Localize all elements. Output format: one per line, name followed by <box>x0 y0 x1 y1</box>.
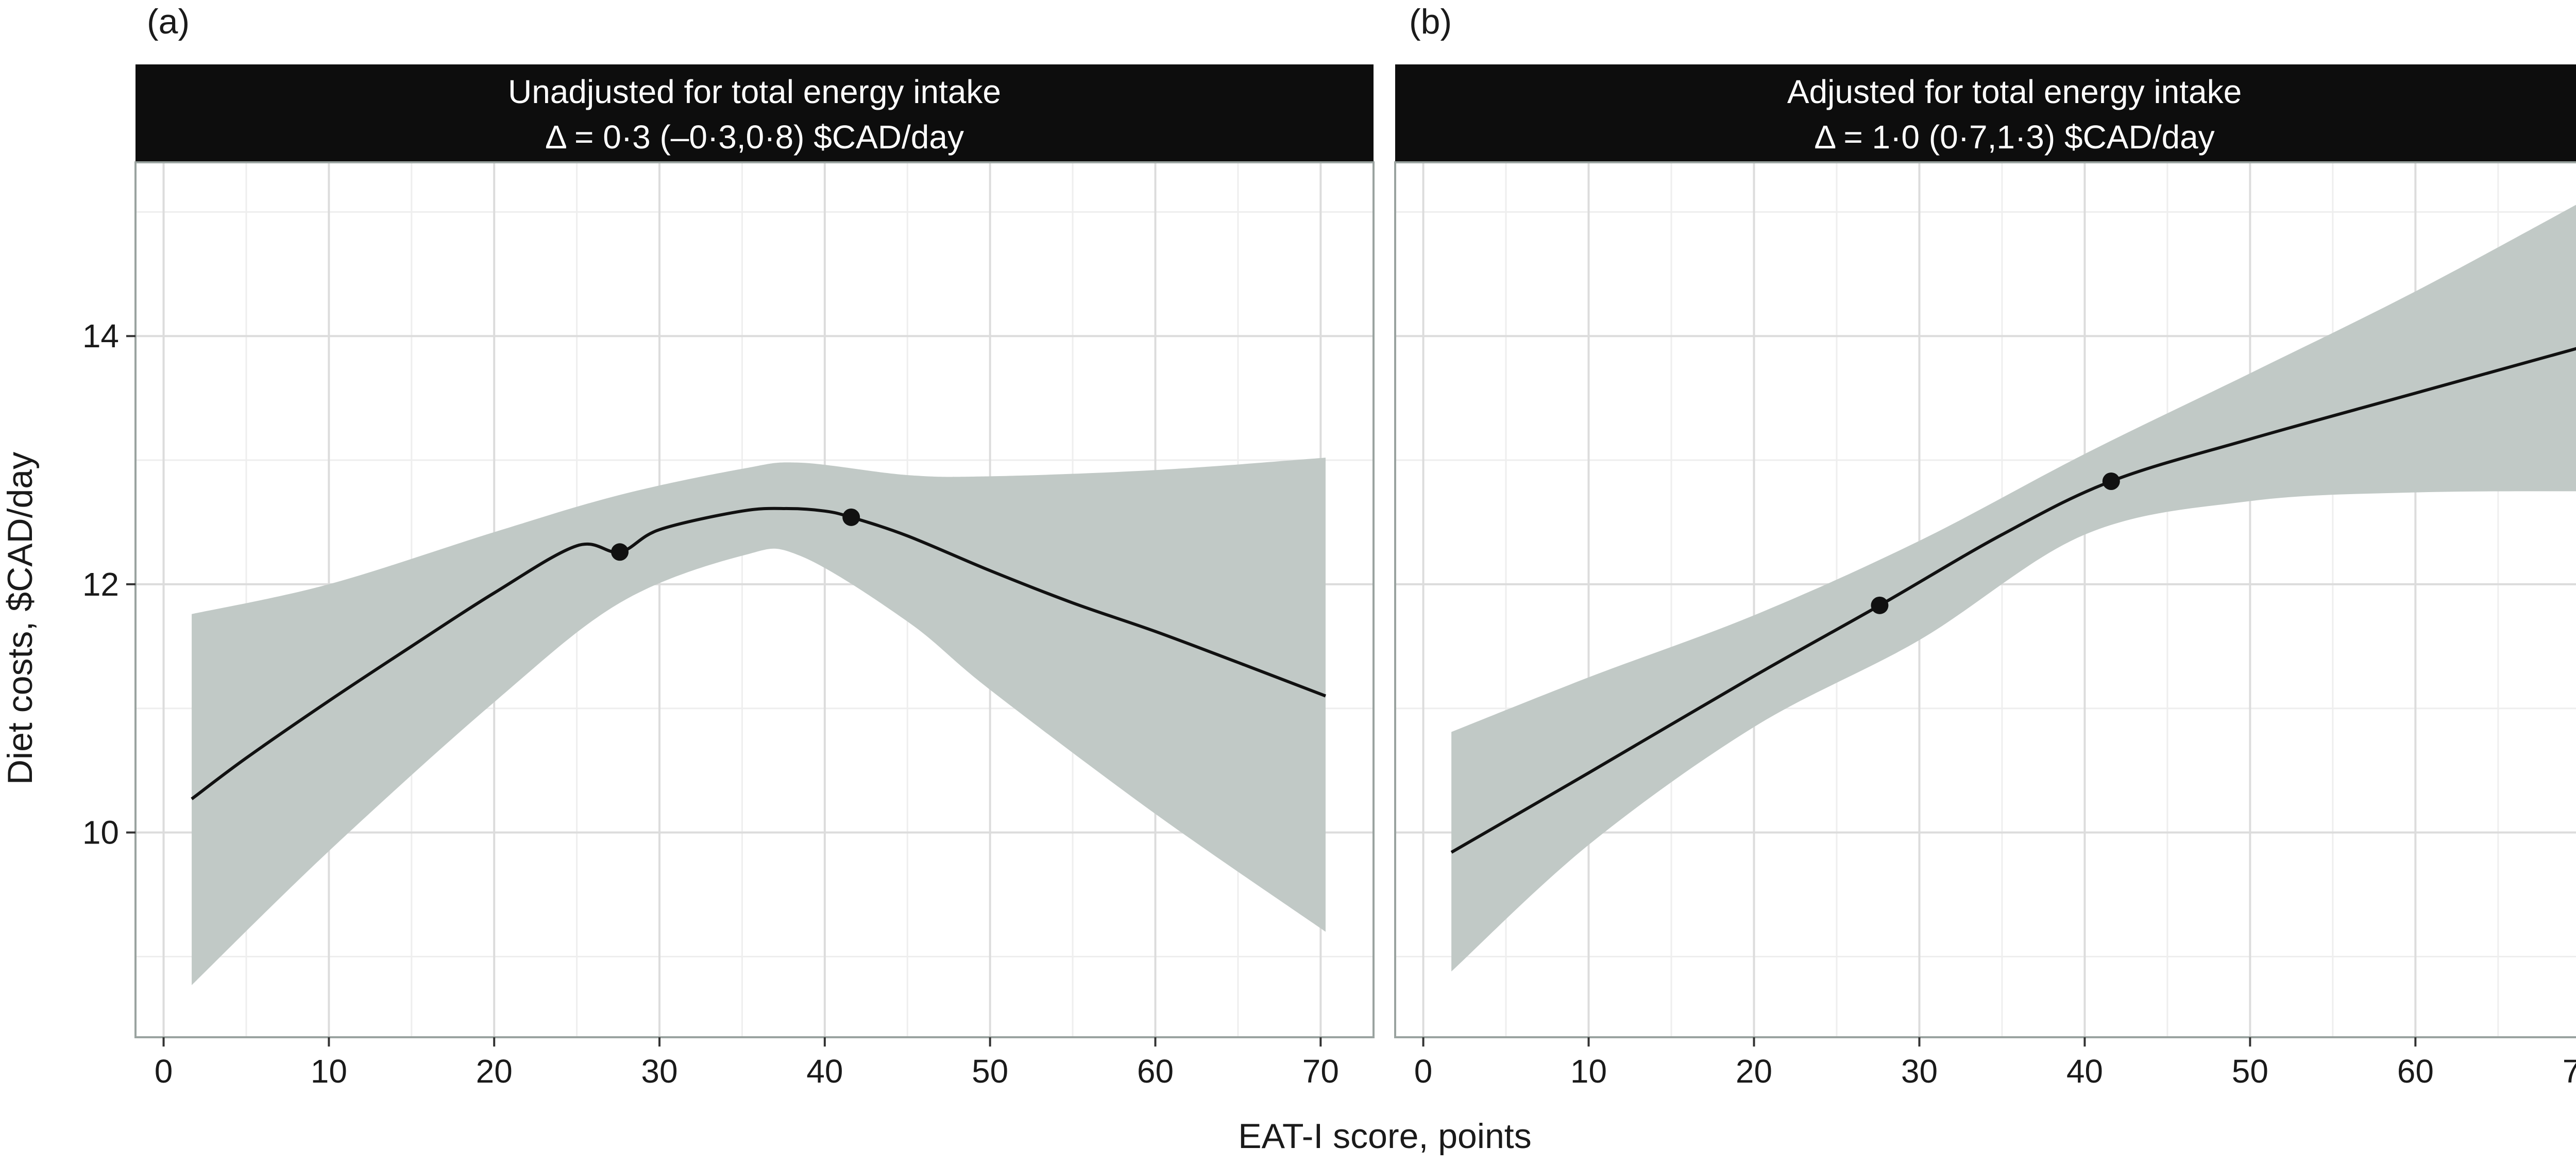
panel-b-knot-point-2 <box>2102 472 2120 490</box>
panel-a-x-tick-label: 20 <box>476 1053 513 1090</box>
panel-b-x-tick-label: 30 <box>1901 1053 1938 1090</box>
panel-b-x-tick-label: 50 <box>2232 1053 2268 1090</box>
panel-a-y-tick-label: 14 <box>82 317 119 355</box>
panel-a-fit-line <box>191 507 1327 800</box>
panel-b-tag: (b) <box>1409 2 1452 41</box>
panel-b-strip-bg <box>1395 64 2576 162</box>
panel-a-y-tick-label: 10 <box>82 814 119 851</box>
panel-a-border <box>134 161 1375 1038</box>
panel-b-x-tick-label: 0 <box>1414 1053 1433 1090</box>
panel-b-x-tick-label: 40 <box>2066 1053 2103 1090</box>
panel-b-x-tick-label: 70 <box>2563 1053 2576 1090</box>
panel-a-knot-point-1 <box>611 543 629 561</box>
panel-a-knot-point-2 <box>842 508 860 526</box>
panel-b-knot-point-1 <box>1871 596 1889 614</box>
panel-a-x-tick-label: 40 <box>806 1053 843 1090</box>
panel-a-x-tick-label: 60 <box>1137 1053 1174 1090</box>
x-axis-title: EAT-I score, points <box>1238 1117 1531 1156</box>
panel-b-confidence-band <box>1451 205 2576 972</box>
panel-b-plot: 0 10 20 30 40 50 60 70 <box>1394 161 2576 1090</box>
panel-b-title-line-1: Adjusted for total energy intake <box>1787 73 2242 110</box>
panel-a-title-line-1: Unadjusted for total energy intake <box>508 73 1001 110</box>
panel-a-x-tick-label: 10 <box>311 1053 347 1090</box>
y-axis-title: Diet costs, $CAD/day <box>1 452 40 785</box>
panel-a-confidence-band <box>192 458 1326 985</box>
panel-a-strip-bg <box>135 64 1374 162</box>
panel-a-x-tick-label: 30 <box>641 1053 677 1090</box>
panel-b-border <box>1394 161 2576 1038</box>
panel-a-plot: 0 10 20 30 40 50 60 70 10 12 14 <box>82 161 1375 1090</box>
panel-a-tag: (a) <box>147 2 190 41</box>
panel-b-x-tick-label: 20 <box>1736 1053 1772 1090</box>
panel-b-strip: Adjusted for total energy intake Δ = 1·0… <box>1395 64 2576 162</box>
panel-a-x-tick-label: 0 <box>155 1053 173 1090</box>
panel-b-title-line-2: Δ = 1·0 (0·7,1·3) $CAD/day <box>1814 119 2214 156</box>
panel-a-title-line-2: Δ = 0·3 (–0·3,0·8) $CAD/day <box>545 119 964 156</box>
panel-a-strip: Unadjusted for total energy intake Δ = 0… <box>135 64 1374 162</box>
panel-b-x-tick-label: 60 <box>2397 1053 2434 1090</box>
panel-b-x-tick-label: 10 <box>1570 1053 1607 1090</box>
panel-a-x-tick-label: 70 <box>1302 1053 1339 1090</box>
panel-a-y-tick-label: 12 <box>82 566 119 603</box>
panel-b-fit-line <box>1450 347 2576 854</box>
panel-a-x-tick-label: 50 <box>972 1053 1008 1090</box>
